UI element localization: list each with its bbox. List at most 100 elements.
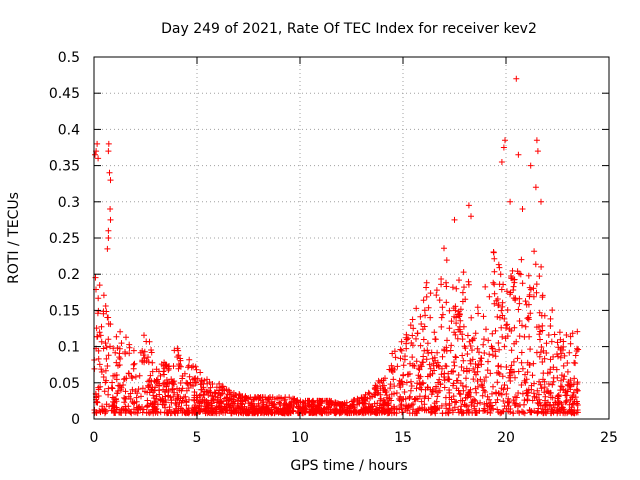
data-point: [567, 340, 574, 347]
data-point: [414, 380, 421, 387]
data-point: [382, 387, 389, 394]
data-point: [490, 249, 497, 255]
data-point: [463, 365, 470, 372]
data-point: [99, 403, 106, 410]
data-point: [175, 393, 182, 400]
data-point: [436, 363, 442, 370]
data-point: [473, 389, 480, 396]
data-point: [479, 384, 486, 391]
data-point: [166, 380, 173, 387]
data-point: [380, 397, 387, 404]
data-point: [475, 310, 482, 317]
data-point: [560, 386, 567, 393]
data-point: [415, 407, 422, 414]
data-point: [450, 407, 456, 414]
data-point: [103, 344, 110, 351]
data-point: [216, 380, 223, 387]
data-point: [171, 389, 178, 396]
data-point: [93, 325, 100, 332]
data-point: [525, 272, 532, 279]
data-point: [419, 326, 426, 333]
data-point: [537, 349, 544, 356]
data-point: [468, 314, 475, 321]
data-point: [98, 338, 105, 345]
x-tick-label: 10: [291, 430, 309, 446]
data-point: [408, 378, 414, 385]
data-point: [403, 379, 410, 386]
data-point: [223, 401, 230, 408]
data-point: [478, 381, 485, 388]
data-point: [269, 394, 276, 401]
data-point: [507, 198, 514, 205]
data-point: [462, 402, 469, 409]
data-point: [114, 390, 121, 397]
data-point: [409, 316, 416, 323]
data-point: [549, 381, 556, 388]
data-point: [154, 378, 161, 385]
data-point: [98, 323, 105, 330]
data-point: [131, 360, 138, 367]
data-point: [366, 390, 373, 397]
data-point: [193, 366, 200, 373]
data-point: [243, 407, 250, 414]
data-point: [548, 406, 555, 413]
data-point: [129, 386, 136, 393]
data-point: [208, 397, 215, 404]
data-point: [105, 314, 112, 321]
data-point: [438, 323, 445, 330]
data-point: [538, 198, 544, 205]
data-point: [507, 291, 513, 298]
data-point: [516, 300, 523, 307]
data-point: [426, 361, 433, 368]
data-point: [253, 403, 260, 410]
data-point: [98, 369, 105, 375]
data-point: [106, 403, 113, 410]
data-point: [190, 407, 197, 414]
data-point: [541, 355, 548, 362]
data-point: [492, 399, 499, 406]
y-tick-label: 0.15: [49, 303, 80, 319]
data-point: [200, 381, 207, 387]
data-point: [271, 401, 278, 408]
data-point: [467, 343, 474, 349]
data-point: [541, 384, 548, 391]
data-point: [547, 356, 554, 363]
data-point: [388, 391, 395, 398]
data-point: [139, 385, 146, 392]
data-point: [513, 75, 520, 82]
data-point: [541, 402, 548, 409]
data-point: [511, 324, 518, 331]
data-point: [474, 304, 481, 311]
data-point: [436, 376, 443, 383]
data-point: [491, 268, 498, 275]
data-point: [450, 380, 457, 387]
data-point: [503, 364, 510, 370]
data-point: [517, 271, 524, 278]
data-point: [524, 389, 531, 396]
data-point: [300, 399, 307, 406]
data-point: [485, 337, 492, 344]
data-point: [513, 338, 520, 345]
data-point: [328, 398, 335, 404]
data-point: [450, 393, 457, 400]
data-point: [401, 389, 408, 395]
data-point: [138, 393, 144, 400]
grid-lines: [94, 57, 609, 419]
data-point: [96, 361, 103, 368]
data-point: [100, 345, 107, 352]
data-point: [481, 407, 488, 414]
data-point: [451, 404, 458, 411]
data-point: [94, 333, 100, 340]
data-point: [434, 349, 441, 356]
data-point: [529, 397, 536, 404]
data-point: [447, 347, 454, 354]
data-point: [332, 410, 339, 416]
data-point: [106, 169, 113, 176]
data-point: [498, 286, 505, 293]
data-point: [400, 362, 407, 369]
data-point: [278, 395, 284, 402]
data-point: [308, 403, 314, 410]
data-point: [456, 323, 463, 330]
data-point: [489, 330, 496, 337]
data-point: [126, 341, 133, 348]
